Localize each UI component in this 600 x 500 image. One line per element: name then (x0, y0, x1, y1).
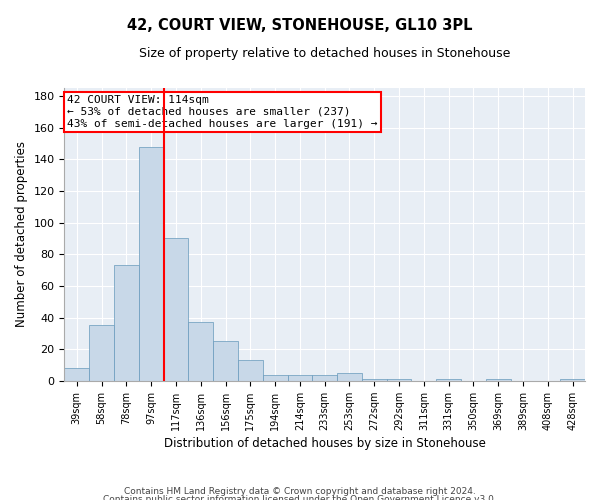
Bar (238, 360, 263, 381)
Bar (89, 326, 114, 381)
Bar (64, 368, 89, 381)
Text: Contains public sector information licensed under the Open Government Licence v3: Contains public sector information licen… (103, 495, 497, 500)
Bar (263, 374, 287, 381)
Text: 42 COURT VIEW: 114sqm
← 53% of detached houses are smaller (237)
43% of semi-det: 42 COURT VIEW: 114sqm ← 53% of detached … (67, 96, 377, 128)
Text: 42, COURT VIEW, STONEHOUSE, GL10 3PL: 42, COURT VIEW, STONEHOUSE, GL10 3PL (127, 18, 473, 32)
Text: Contains HM Land Registry data © Crown copyright and database right 2024.: Contains HM Land Registry data © Crown c… (124, 488, 476, 496)
Bar (313, 374, 337, 381)
Bar (139, 146, 164, 381)
Bar (386, 380, 412, 381)
Bar (114, 266, 139, 381)
Bar (213, 342, 238, 381)
Bar (560, 380, 585, 381)
Bar (188, 322, 213, 381)
Title: Size of property relative to detached houses in Stonehouse: Size of property relative to detached ho… (139, 48, 511, 60)
Bar (486, 380, 511, 381)
Bar (436, 380, 461, 381)
Bar (362, 380, 386, 381)
Bar (337, 373, 362, 381)
Bar (287, 374, 313, 381)
X-axis label: Distribution of detached houses by size in Stonehouse: Distribution of detached houses by size … (164, 437, 485, 450)
Y-axis label: Number of detached properties: Number of detached properties (15, 142, 28, 328)
Bar (164, 238, 188, 381)
